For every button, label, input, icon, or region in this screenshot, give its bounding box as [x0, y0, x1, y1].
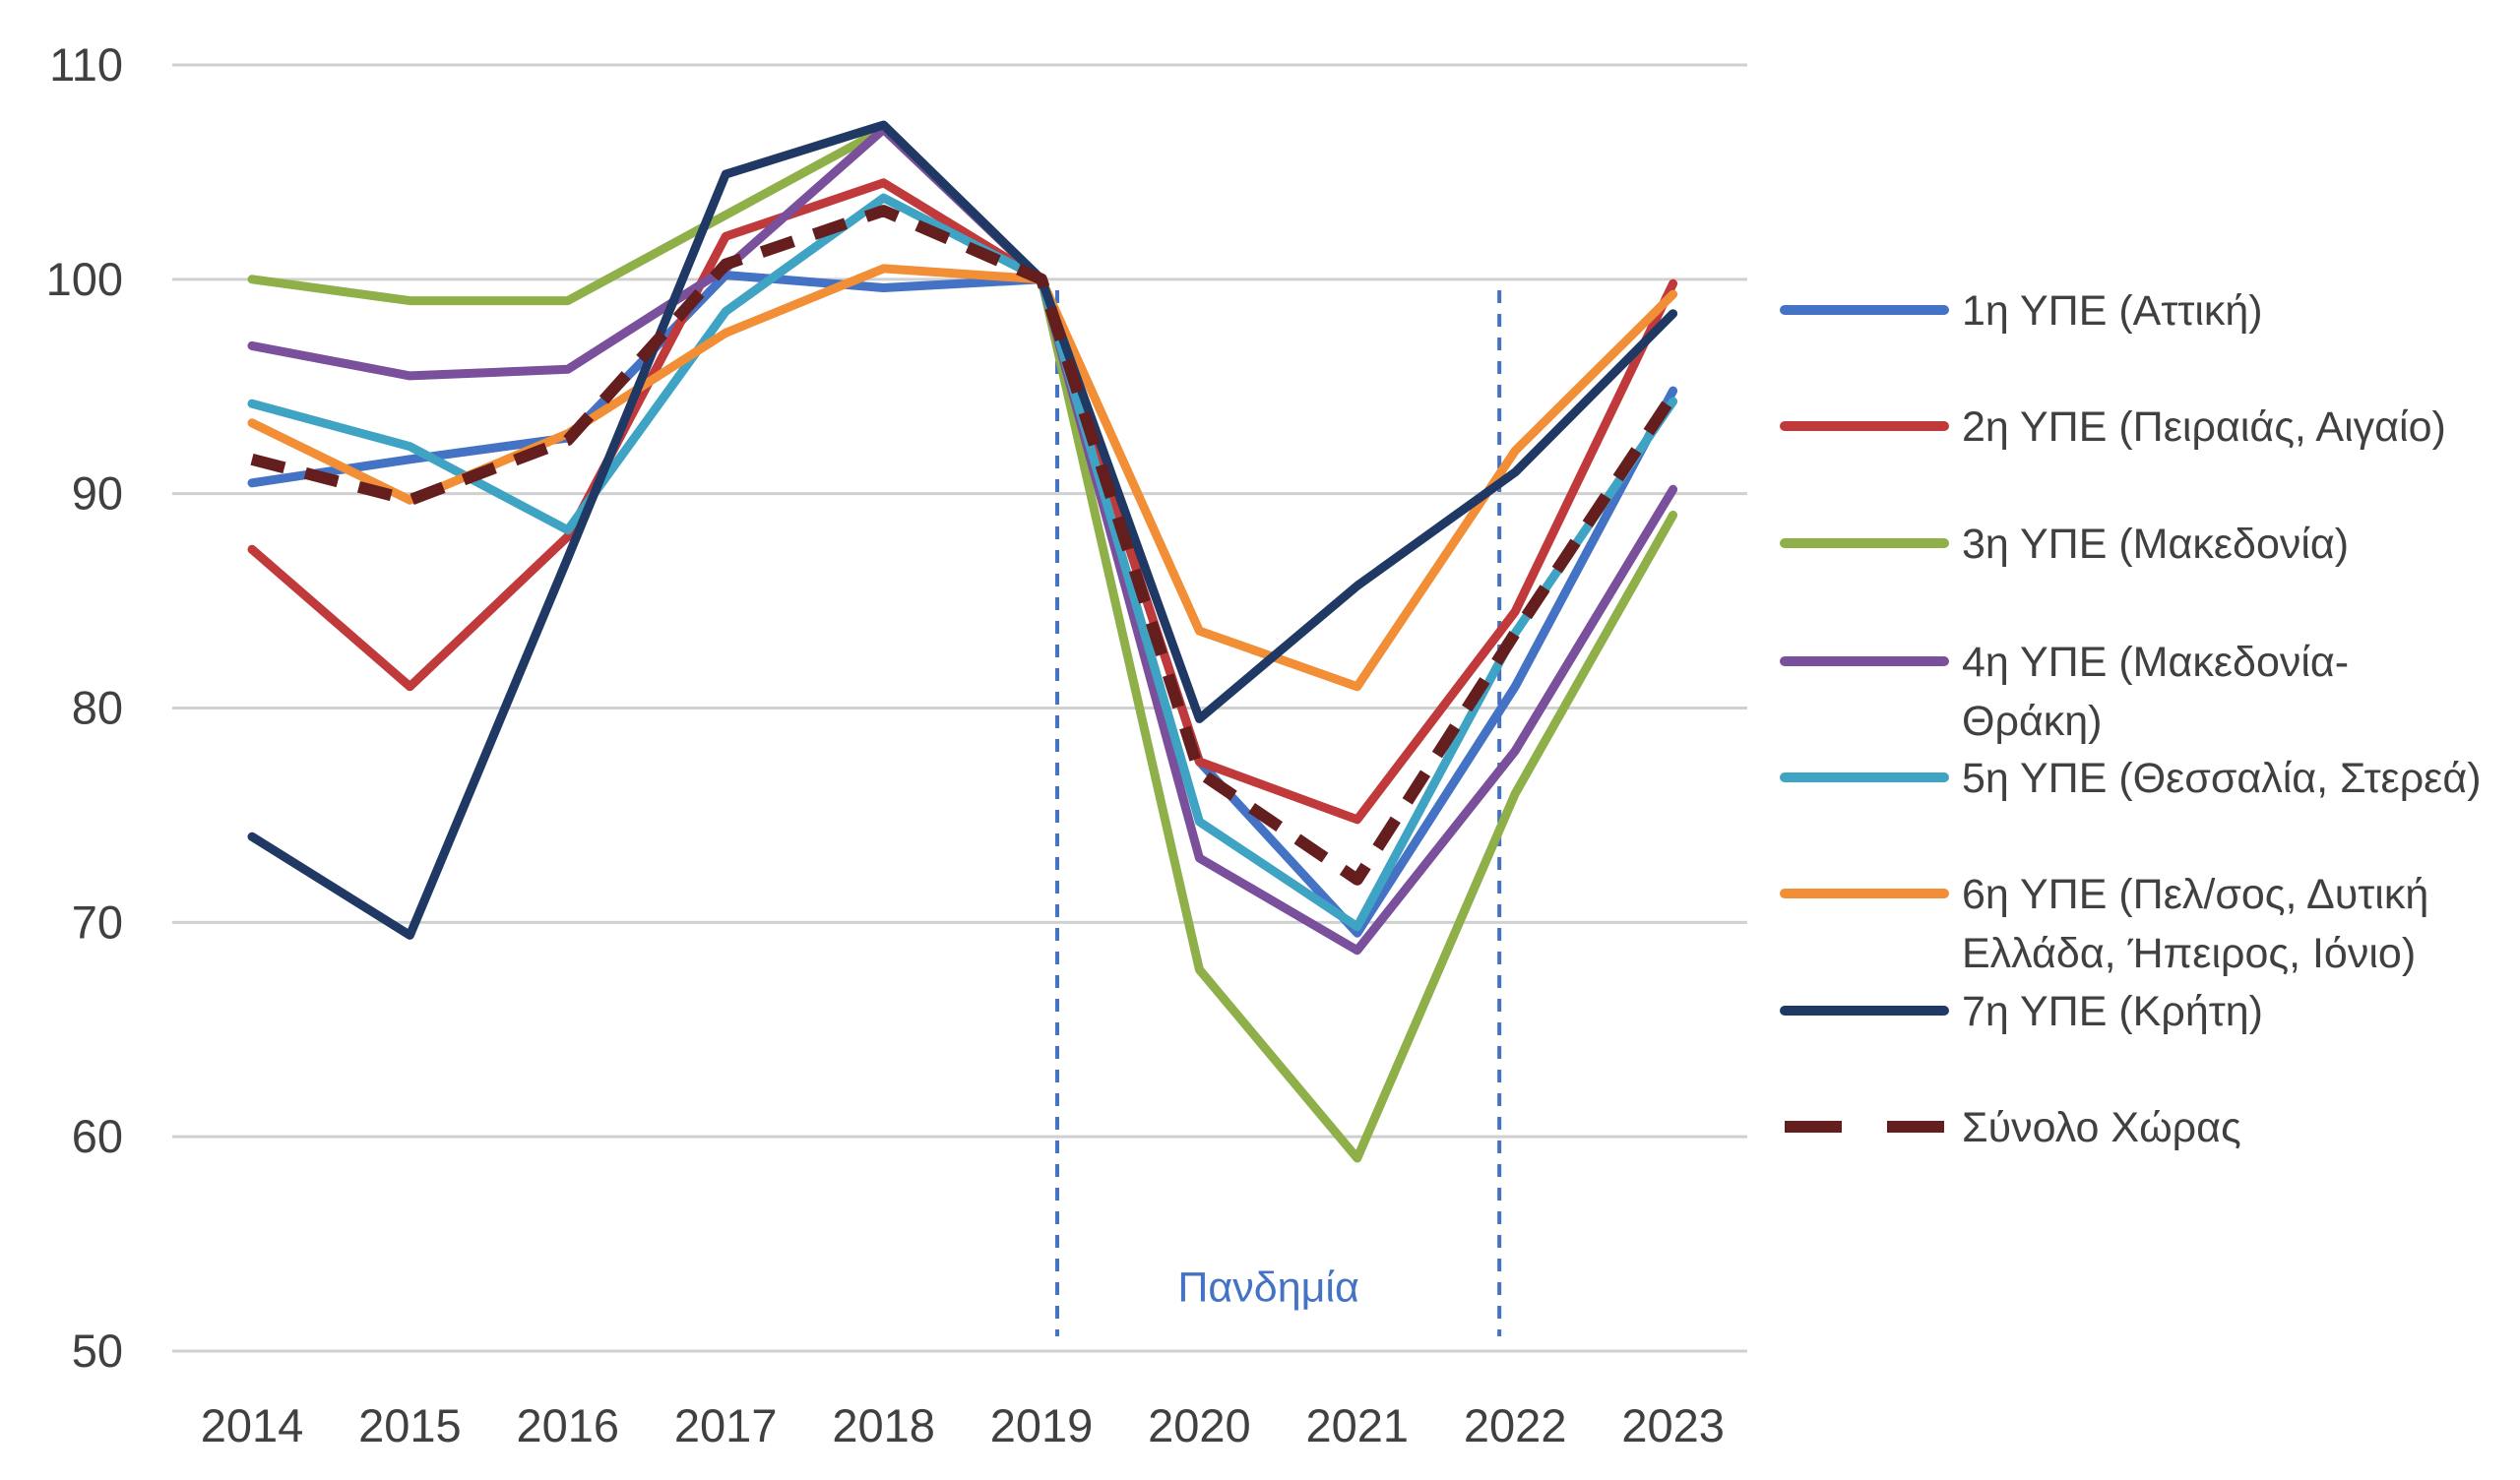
x-tick-label: 2016	[517, 1399, 620, 1451]
y-tick-label: 60	[72, 1110, 123, 1162]
y-tick-label: 70	[72, 895, 123, 948]
legend-label: 4η ΥΠΕ (Μακεδονία-	[1962, 639, 2349, 686]
series-line	[247, 271, 1678, 938]
legend-label: Σύνολο Χώρας	[1962, 1104, 2241, 1151]
series-line	[247, 193, 1678, 932]
y-tick-label: 80	[72, 682, 123, 734]
x-tick-label: 2017	[674, 1399, 778, 1451]
legend-label: 3η ΥΠΕ (Μακεδονία)	[1962, 521, 2349, 568]
legend-label: 2η ΥΠΕ (Πειραιάς, Αιγαίο)	[1962, 403, 2446, 451]
series-lines	[247, 120, 1678, 1163]
x-tick-label: 2020	[1148, 1399, 1251, 1451]
pandemic-annotation: Πανδημία	[1055, 290, 1502, 1336]
legend-label: Θράκη)	[1962, 698, 2103, 745]
series-line	[250, 205, 1678, 886]
y-tick-label: 50	[72, 1325, 123, 1377]
legend-label: 5η ΥΠΕ (Θεσσαλία, Στερεά)	[1962, 755, 2482, 802]
legend-label: Ελλάδα, Ήπειρος, Ιόνιο)	[1962, 930, 2416, 977]
x-tick-label: 2019	[990, 1399, 1094, 1451]
legend-label: 1η ΥΠΕ (Αττική)	[1962, 287, 2263, 335]
x-tick-label: 2021	[1306, 1399, 1410, 1451]
pandemic-label: Πανδημία	[1177, 1264, 1358, 1312]
legend: 1η ΥΠΕ (Αττική) 2η ΥΠΕ (Πειραιάς, Αιγαίο)…	[1780, 287, 2482, 1151]
y-tick-label: 90	[72, 467, 123, 520]
x-tick-label: 2023	[1621, 1399, 1725, 1451]
grid-lines	[172, 63, 1747, 1353]
x-tick-label: 2022	[1464, 1399, 1567, 1451]
y-tick-label: 110	[49, 38, 123, 91]
x-axis: 2014 2015 2016 2017 2018 2019 2020 2021 2022 2023	[201, 1399, 1725, 1451]
y-tick-label: 100	[46, 253, 123, 305]
series-line	[247, 120, 1678, 940]
y-axis: 50 60 70 80 90 100 110	[46, 38, 123, 1377]
legend-label: 6η ΥΠΕ (Πελ/σος, Δυτική	[1962, 871, 2428, 918]
x-tick-label: 2014	[201, 1399, 304, 1451]
x-tick-label: 2018	[832, 1399, 935, 1451]
x-tick-label: 2015	[358, 1399, 462, 1451]
legend-label: 7η ΥΠΕ (Κρήτη)	[1962, 988, 2263, 1035]
series-line	[247, 178, 1678, 825]
